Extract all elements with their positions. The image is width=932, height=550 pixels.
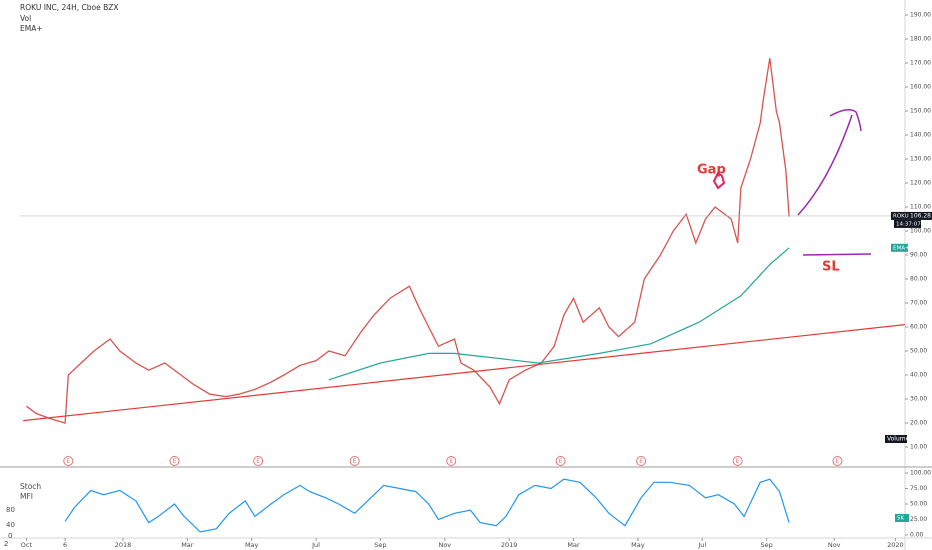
osc-y-tick-label: 100.00 — [910, 470, 931, 477]
y-tick-label: 60.00 — [910, 324, 927, 331]
y-tick-label: 40.00 — [910, 372, 927, 379]
stop-loss-line — [802, 253, 872, 256]
x-tick-label: Nov — [828, 541, 841, 549]
mfi-line — [64, 478, 790, 533]
ema-line — [328, 247, 790, 381]
y-tick-label: 30.00 — [910, 396, 927, 403]
y-tick-label: 140.00 — [910, 132, 931, 139]
price-symbol: ROKU — [893, 213, 909, 219]
x-tick-label: 6 — [63, 541, 67, 549]
earnings-label: E — [736, 458, 740, 465]
y-tick-label: 190.00 — [910, 12, 931, 19]
osc-y-tick-label: 25.00 — [910, 516, 927, 523]
earnings-label: E — [836, 458, 840, 465]
earnings-marker — [832, 456, 843, 466]
earnings-label: E — [173, 458, 177, 465]
x-tick-label: May — [245, 541, 259, 549]
chart-title: ROKU INC, 24H, Cboe BZX — [20, 3, 119, 12]
earnings-marker — [169, 456, 180, 466]
x-tick-label: Oct — [21, 541, 33, 549]
x-tick-label: Mar — [567, 541, 580, 549]
earnings-label: E — [449, 458, 453, 465]
earnings-label: E — [639, 458, 643, 465]
price-label: 106.28 — [910, 212, 931, 219]
osc-label: MFI — [20, 492, 33, 501]
osc-label: Stoch — [20, 482, 41, 491]
y-tick-label: 70.00 — [910, 300, 927, 307]
earnings-label: E — [559, 458, 563, 465]
y-tick-label: 130.00 — [910, 156, 931, 163]
earnings-marker — [732, 456, 743, 466]
time-badge — [894, 219, 921, 228]
x-tick-label: 2019 — [501, 541, 518, 549]
osc-y-tick-label: 75.00 — [910, 485, 927, 492]
corner-label: 2 — [4, 540, 8, 548]
study-label: Vol — [20, 14, 31, 23]
x-tick-label: Jul — [697, 541, 706, 549]
gap-marker — [712, 171, 726, 190]
target-arrow — [797, 109, 862, 216]
y-tick-label: 80.00 — [910, 276, 927, 283]
earnings-marker — [63, 456, 74, 466]
ema-badge-label: EMA+ — [893, 245, 910, 251]
price-badge — [891, 211, 932, 220]
x-tick-label: Mar — [181, 541, 194, 549]
price-line — [26, 58, 790, 424]
y-tick-label: 120.00 — [910, 180, 931, 187]
ema-badge — [891, 243, 908, 252]
x-tick-label: Sep — [374, 541, 386, 549]
y-tick-label: 110.00 — [910, 204, 931, 211]
earnings-marker — [349, 456, 360, 466]
y-tick-label: 170.00 — [910, 60, 931, 67]
earnings-marker — [636, 456, 647, 466]
y-tick-label: 20.00 — [910, 420, 927, 427]
left-tick-label: 40 — [6, 521, 15, 529]
left-tick-label: 80 — [6, 506, 15, 514]
x-tick-label: May — [631, 541, 645, 549]
time-label: 14:37:07 — [896, 221, 921, 227]
y-tick-label: 180.00 — [910, 36, 931, 43]
earnings-label: E — [353, 458, 357, 465]
left-tick-label: 0 — [8, 532, 12, 540]
osc-badge-label: 5K — [897, 516, 904, 522]
x-tick-label: 2018 — [115, 541, 132, 549]
study-label: EMA+ — [20, 24, 43, 33]
earnings-marker — [555, 456, 566, 466]
y-tick-label: 160.00 — [910, 84, 931, 91]
earnings-label: E — [66, 458, 70, 465]
y-tick-label: 150.00 — [910, 108, 931, 115]
y-tick-label: 50.00 — [910, 348, 927, 355]
trend-line — [23, 324, 906, 422]
earnings-label: E — [256, 458, 260, 465]
osc-badge — [895, 514, 909, 522]
y-tick-label: 100.00 — [910, 228, 931, 235]
volume-label: Volume — [887, 436, 910, 443]
x-tick-label: Jul — [311, 541, 320, 549]
y-tick-label: 10.00 — [910, 444, 927, 451]
x-tick-label: 2020 — [887, 541, 904, 549]
earnings-marker — [446, 456, 457, 466]
volume-badge — [885, 435, 907, 443]
osc-y-tick-label: 0.00 — [910, 532, 924, 539]
x-tick-label: Nov — [438, 541, 451, 549]
annotation: SL — [822, 260, 840, 275]
earnings-marker — [253, 456, 264, 466]
x-tick-label: Sep — [760, 541, 772, 549]
y-tick-label: 90.00 — [910, 252, 927, 259]
osc-y-tick-label: 50.00 — [910, 501, 927, 508]
